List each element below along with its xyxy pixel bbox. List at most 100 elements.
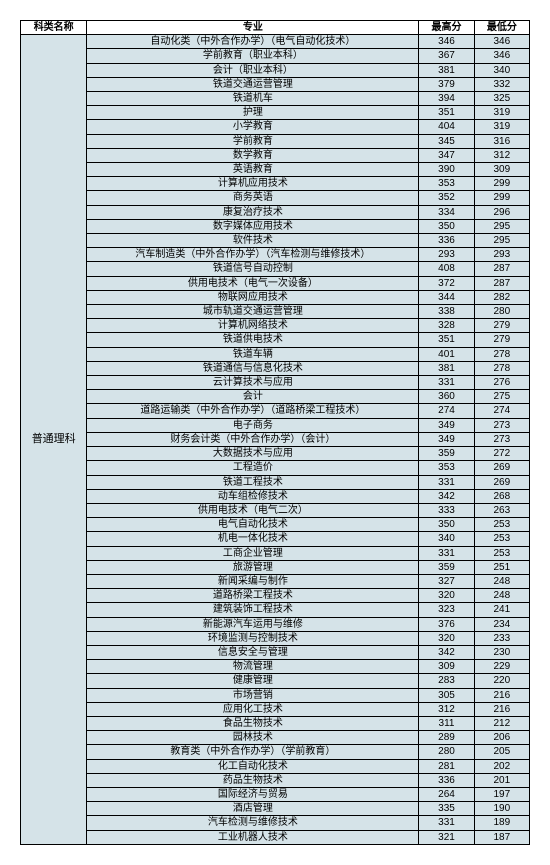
max-score-cell: 359: [419, 560, 474, 574]
major-cell: 计算机网络技术: [87, 319, 419, 333]
min-score-cell: 299: [474, 191, 529, 205]
max-score-cell: 372: [419, 276, 474, 290]
table-row: 铁道车辆401278: [21, 347, 530, 361]
major-cell: 道路桥梁工程技术: [87, 589, 419, 603]
table-row: 数字媒体应用技术350295: [21, 219, 530, 233]
max-score-cell: 331: [419, 546, 474, 560]
min-score-cell: 234: [474, 617, 529, 631]
header-max: 最高分: [419, 21, 474, 35]
major-cell: 铁道交通运营管理: [87, 77, 419, 91]
table-row: 铁道工程技术331269: [21, 475, 530, 489]
min-score-cell: 248: [474, 574, 529, 588]
max-score-cell: 408: [419, 262, 474, 276]
min-score-cell: 332: [474, 77, 529, 91]
max-score-cell: 381: [419, 63, 474, 77]
max-score-cell: 379: [419, 77, 474, 91]
table-row: 计算机网络技术328279: [21, 319, 530, 333]
table-row: 康复治疗技术334296: [21, 205, 530, 219]
min-score-cell: 273: [474, 418, 529, 432]
max-score-cell: 289: [419, 731, 474, 745]
major-cell: 财务会计类（中外合作办学）（会计）: [87, 432, 419, 446]
major-cell: 新闻采编与制作: [87, 574, 419, 588]
max-score-cell: 345: [419, 134, 474, 148]
max-score-cell: 327: [419, 574, 474, 588]
min-score-cell: 202: [474, 759, 529, 773]
min-score-cell: 189: [474, 816, 529, 830]
table-row: 城市轨道交通运营管理338280: [21, 305, 530, 319]
major-cell: 大数据技术与应用: [87, 447, 419, 461]
min-score-cell: 346: [474, 35, 529, 49]
major-cell: 云计算技术与应用: [87, 376, 419, 390]
table-row: 工程造价353269: [21, 461, 530, 475]
table-row: 工商企业管理331253: [21, 546, 530, 560]
min-score-cell: 280: [474, 305, 529, 319]
major-cell: 铁道工程技术: [87, 475, 419, 489]
min-score-cell: 312: [474, 148, 529, 162]
table-row: 电气自动化技术350253: [21, 518, 530, 532]
min-score-cell: 279: [474, 333, 529, 347]
table-row: 物联网应用技术344282: [21, 290, 530, 304]
table-row: 食品生物技术311212: [21, 716, 530, 730]
min-score-cell: 299: [474, 177, 529, 191]
header-min: 最低分: [474, 21, 529, 35]
max-score-cell: 344: [419, 290, 474, 304]
min-score-cell: 263: [474, 503, 529, 517]
max-score-cell: 381: [419, 361, 474, 375]
max-score-cell: 394: [419, 92, 474, 106]
major-cell: 旅游管理: [87, 560, 419, 574]
min-score-cell: 295: [474, 234, 529, 248]
category-cell: 普通理科: [21, 35, 87, 845]
max-score-cell: 336: [419, 773, 474, 787]
max-score-cell: 367: [419, 49, 474, 63]
table-row: 道路桥梁工程技术320248: [21, 589, 530, 603]
header-category: 科类名称: [21, 21, 87, 35]
major-cell: 汽车制造类（中外合作办学）（汽车检测与维修技术）: [87, 248, 419, 262]
table-row: 数学教育347312: [21, 148, 530, 162]
max-score-cell: 353: [419, 461, 474, 475]
max-score-cell: 311: [419, 716, 474, 730]
table-body: 普通理科自动化类（中外合作办学）（电气自动化技术）346346学前教育（职业本科…: [21, 35, 530, 845]
major-cell: 小学教育: [87, 120, 419, 134]
major-cell: 数学教育: [87, 148, 419, 162]
min-score-cell: 187: [474, 830, 529, 844]
max-score-cell: 305: [419, 688, 474, 702]
table-row: 汽车检测与维修技术331189: [21, 816, 530, 830]
max-score-cell: 351: [419, 333, 474, 347]
table-row: 软件技术336295: [21, 234, 530, 248]
max-score-cell: 342: [419, 489, 474, 503]
table-row: 建筑装饰工程技术323241: [21, 603, 530, 617]
major-cell: 铁道机车: [87, 92, 419, 106]
table-row: 汽车制造类（中外合作办学）（汽车检测与维修技术）293293: [21, 248, 530, 262]
table-row: 道路运输类（中外合作办学）（道路桥梁工程技术）274274: [21, 404, 530, 418]
max-score-cell: 350: [419, 219, 474, 233]
major-cell: 动车组检修技术: [87, 489, 419, 503]
max-score-cell: 401: [419, 347, 474, 361]
major-cell: 物流管理: [87, 660, 419, 674]
min-score-cell: 278: [474, 361, 529, 375]
table-row: 铁道供电技术351279: [21, 333, 530, 347]
major-cell: 铁道信号自动控制: [87, 262, 419, 276]
min-score-cell: 340: [474, 63, 529, 77]
major-cell: 供用电技术（电气一次设备）: [87, 276, 419, 290]
min-score-cell: 268: [474, 489, 529, 503]
min-score-cell: 296: [474, 205, 529, 219]
major-cell: 汽车检测与维修技术: [87, 816, 419, 830]
max-score-cell: 283: [419, 674, 474, 688]
max-score-cell: 350: [419, 518, 474, 532]
table-row: 小学教育404319: [21, 120, 530, 134]
min-score-cell: 248: [474, 589, 529, 603]
major-cell: 工程造价: [87, 461, 419, 475]
major-cell: 英语教育: [87, 163, 419, 177]
major-cell: 建筑装饰工程技术: [87, 603, 419, 617]
max-score-cell: 280: [419, 745, 474, 759]
table-row: 供用电技术（电气二次）333263: [21, 503, 530, 517]
min-score-cell: 220: [474, 674, 529, 688]
major-cell: 酒店管理: [87, 802, 419, 816]
max-score-cell: 390: [419, 163, 474, 177]
min-score-cell: 319: [474, 120, 529, 134]
max-score-cell: 352: [419, 191, 474, 205]
min-score-cell: 201: [474, 773, 529, 787]
table-row: 护理351319: [21, 106, 530, 120]
max-score-cell: 351: [419, 106, 474, 120]
max-score-cell: 321: [419, 830, 474, 844]
